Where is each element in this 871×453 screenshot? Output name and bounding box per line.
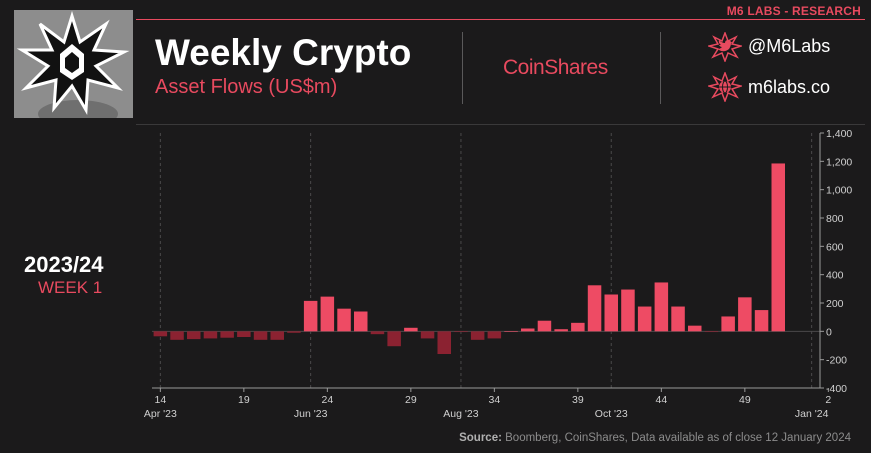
- bar: [721, 316, 735, 332]
- bar: [220, 331, 234, 338]
- website-link[interactable]: m6labs.co: [748, 77, 831, 97]
- chart-grid: [152, 133, 820, 388]
- header-top-rule: [136, 19, 865, 20]
- chart-bars: [153, 163, 785, 354]
- bar: [637, 306, 652, 332]
- y-tick-label: 1,200: [826, 156, 852, 168]
- y-tick-label: 1,400: [826, 128, 852, 140]
- bar: [153, 331, 168, 337]
- x-week-label: 44: [656, 394, 668, 406]
- bar: [587, 285, 602, 332]
- bar: [370, 331, 385, 335]
- bar: [704, 331, 719, 333]
- bar: [237, 331, 251, 337]
- source-text: Boomberg, CoinShares, Data available as …: [505, 432, 851, 444]
- bar: [187, 331, 201, 340]
- bar: [671, 306, 685, 332]
- bar: [504, 331, 518, 332]
- header-divider: [660, 32, 661, 104]
- source-label: Source:: [459, 432, 502, 444]
- source-note: Source: Boomberg, CoinShares, Data avail…: [459, 432, 851, 444]
- x-week-label: 24: [322, 394, 334, 406]
- page-subtitle: Asset Flows (US$m): [155, 76, 338, 98]
- bar: [521, 328, 535, 332]
- bar: [270, 331, 284, 340]
- x-week-label: 29: [405, 394, 417, 406]
- y-tick-label: 0: [826, 326, 832, 338]
- bar: [387, 331, 401, 347]
- bar: [454, 331, 468, 333]
- x-month-label: Oct '23: [595, 408, 628, 420]
- bar: [771, 163, 785, 332]
- bar: [604, 294, 618, 332]
- bar: [420, 331, 435, 339]
- bar: [354, 311, 368, 332]
- bar: [303, 300, 318, 332]
- x-week-label: 34: [489, 394, 501, 406]
- bar: [203, 331, 218, 339]
- y-tick-label: -200: [826, 355, 847, 367]
- bar: [487, 331, 502, 339]
- twitter-handle[interactable]: @M6Labs: [748, 36, 831, 56]
- header-bottom-rule: [136, 124, 865, 125]
- bar: [688, 325, 702, 332]
- brand-label: M6 LABS - RESEARCH: [726, 4, 861, 18]
- x-week-label: 2: [825, 394, 831, 406]
- y-tick-label: 600: [826, 241, 844, 253]
- x-month-label: Jan '24: [795, 408, 829, 420]
- bar: [554, 329, 568, 332]
- x-month-label: Aug '23: [443, 408, 478, 420]
- x-week-label: 19: [238, 394, 250, 406]
- bar: [287, 331, 301, 333]
- bar: [571, 322, 585, 332]
- bar: [621, 289, 635, 332]
- m6-logo: [14, 10, 133, 118]
- globe-icon: [706, 70, 744, 104]
- chart-axes: -400 -200 0 200 400 600 800 1,000 1,200 1,400 14 19…: [144, 128, 853, 420]
- twitter-icon: [706, 30, 744, 64]
- header-divider: [462, 32, 463, 104]
- bar: [320, 296, 335, 332]
- bar: [253, 331, 268, 340]
- y-tick-label: 200: [826, 298, 844, 310]
- y-tick-label: 800: [826, 213, 844, 225]
- bar: [170, 331, 184, 340]
- week-label: WEEK 1: [38, 278, 103, 297]
- bar: [537, 320, 552, 332]
- y-tick-label: 400: [826, 270, 844, 282]
- x-week-label: 39: [572, 394, 584, 406]
- bar: [738, 297, 752, 332]
- x-month-label: Apr '23: [144, 408, 177, 420]
- page-title: Weekly Crypto: [155, 32, 412, 73]
- coinshares-logo-text: CoinShares: [503, 56, 608, 79]
- y-tick-label: 1,000: [826, 185, 852, 197]
- x-week-label: 14: [155, 394, 167, 406]
- year-label: 2023/24: [24, 252, 104, 277]
- bar: [470, 331, 485, 340]
- bar: [437, 331, 451, 354]
- x-week-label: 49: [739, 394, 751, 406]
- bar: [404, 327, 418, 332]
- y-tick-label: -400: [826, 383, 847, 395]
- x-month-label: Jun '23: [294, 408, 328, 420]
- bar: [337, 308, 351, 332]
- bar: [754, 310, 769, 332]
- bar: [654, 282, 669, 332]
